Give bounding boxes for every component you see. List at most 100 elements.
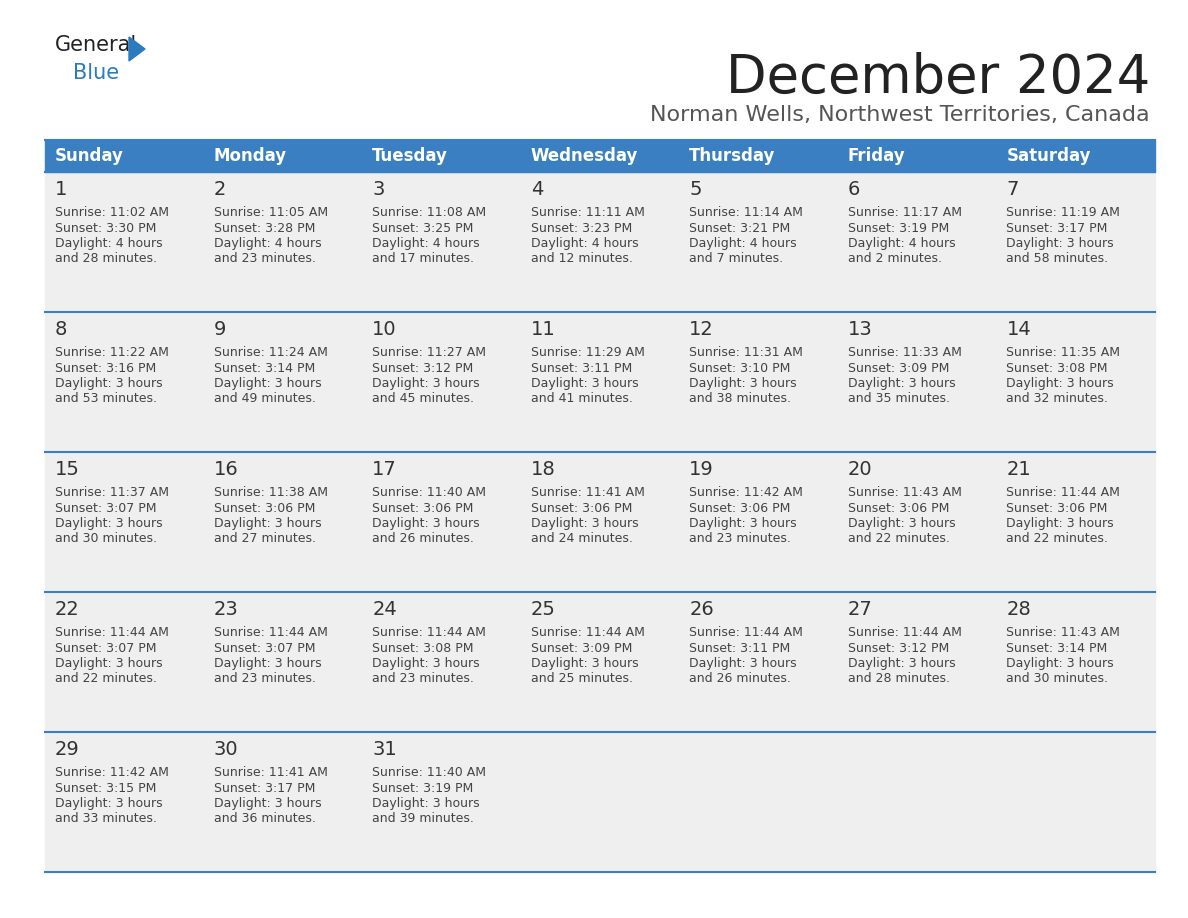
Text: Daylight: 3 hours: Daylight: 3 hours xyxy=(1006,517,1114,530)
Text: Sunset: 3:10 PM: Sunset: 3:10 PM xyxy=(689,362,791,375)
Text: and 22 minutes.: and 22 minutes. xyxy=(55,673,157,686)
Text: and 53 minutes.: and 53 minutes. xyxy=(55,393,157,406)
Text: Daylight: 3 hours: Daylight: 3 hours xyxy=(372,517,480,530)
Bar xyxy=(997,592,1155,732)
Text: 24: 24 xyxy=(372,600,397,619)
Text: Saturday: Saturday xyxy=(1006,147,1091,165)
Text: Daylight: 3 hours: Daylight: 3 hours xyxy=(848,657,955,670)
Bar xyxy=(203,312,362,452)
Text: Sunrise: 11:41 AM: Sunrise: 11:41 AM xyxy=(214,766,328,779)
Bar xyxy=(838,592,997,732)
Text: Daylight: 3 hours: Daylight: 3 hours xyxy=(689,657,797,670)
Text: Sunrise: 11:43 AM: Sunrise: 11:43 AM xyxy=(848,486,962,499)
Text: 1: 1 xyxy=(55,180,68,199)
Text: 2: 2 xyxy=(214,180,226,199)
Text: Sunrise: 11:44 AM: Sunrise: 11:44 AM xyxy=(1006,486,1120,499)
Bar xyxy=(838,452,997,592)
Text: Sunday: Sunday xyxy=(55,147,124,165)
Text: and 23 minutes.: and 23 minutes. xyxy=(214,252,316,265)
Bar xyxy=(45,140,1155,172)
Text: Sunset: 3:17 PM: Sunset: 3:17 PM xyxy=(1006,221,1107,234)
Text: Sunset: 3:12 PM: Sunset: 3:12 PM xyxy=(372,362,473,375)
Text: Sunset: 3:30 PM: Sunset: 3:30 PM xyxy=(55,221,157,234)
Text: Sunset: 3:06 PM: Sunset: 3:06 PM xyxy=(531,501,632,514)
Bar xyxy=(838,312,997,452)
Text: Monday: Monday xyxy=(214,147,286,165)
Text: 21: 21 xyxy=(1006,460,1031,479)
Text: Sunrise: 11:44 AM: Sunrise: 11:44 AM xyxy=(848,626,962,639)
Text: and 28 minutes.: and 28 minutes. xyxy=(848,673,950,686)
Bar xyxy=(45,172,203,312)
Text: Daylight: 3 hours: Daylight: 3 hours xyxy=(55,517,163,530)
Text: Sunrise: 11:42 AM: Sunrise: 11:42 AM xyxy=(689,486,803,499)
Text: 11: 11 xyxy=(531,320,556,339)
Bar xyxy=(362,732,520,872)
Text: Daylight: 3 hours: Daylight: 3 hours xyxy=(214,377,321,390)
Text: Sunset: 3:07 PM: Sunset: 3:07 PM xyxy=(55,642,157,655)
Bar xyxy=(997,312,1155,452)
Text: Sunrise: 11:29 AM: Sunrise: 11:29 AM xyxy=(531,346,645,359)
Text: and 33 minutes.: and 33 minutes. xyxy=(55,812,157,825)
Text: 22: 22 xyxy=(55,600,80,619)
Text: Sunset: 3:19 PM: Sunset: 3:19 PM xyxy=(372,781,473,794)
Text: and 2 minutes.: and 2 minutes. xyxy=(848,252,942,265)
Text: Sunrise: 11:41 AM: Sunrise: 11:41 AM xyxy=(531,486,645,499)
Text: and 27 minutes.: and 27 minutes. xyxy=(214,532,316,545)
Text: 10: 10 xyxy=(372,320,397,339)
Bar xyxy=(520,172,680,312)
Text: and 23 minutes.: and 23 minutes. xyxy=(214,673,316,686)
Text: General: General xyxy=(55,35,138,55)
Text: Daylight: 3 hours: Daylight: 3 hours xyxy=(55,657,163,670)
Text: Wednesday: Wednesday xyxy=(531,147,638,165)
Text: and 32 minutes.: and 32 minutes. xyxy=(1006,393,1108,406)
Text: Daylight: 3 hours: Daylight: 3 hours xyxy=(1006,377,1114,390)
Text: Sunset: 3:17 PM: Sunset: 3:17 PM xyxy=(214,781,315,794)
Text: 6: 6 xyxy=(848,180,860,199)
Text: and 7 minutes.: and 7 minutes. xyxy=(689,252,783,265)
Text: Blue: Blue xyxy=(72,63,119,83)
Bar xyxy=(997,452,1155,592)
Text: Sunset: 3:09 PM: Sunset: 3:09 PM xyxy=(848,362,949,375)
Text: 7: 7 xyxy=(1006,180,1019,199)
Text: Daylight: 3 hours: Daylight: 3 hours xyxy=(55,377,163,390)
Text: Sunrise: 11:37 AM: Sunrise: 11:37 AM xyxy=(55,486,169,499)
Text: Sunrise: 11:44 AM: Sunrise: 11:44 AM xyxy=(214,626,328,639)
Bar xyxy=(45,312,203,452)
Text: 12: 12 xyxy=(689,320,714,339)
Text: 4: 4 xyxy=(531,180,543,199)
Text: Thursday: Thursday xyxy=(689,147,776,165)
Text: Sunset: 3:19 PM: Sunset: 3:19 PM xyxy=(848,221,949,234)
Text: and 22 minutes.: and 22 minutes. xyxy=(1006,532,1108,545)
Text: Sunrise: 11:05 AM: Sunrise: 11:05 AM xyxy=(214,206,328,219)
Text: and 30 minutes.: and 30 minutes. xyxy=(1006,673,1108,686)
Text: Sunset: 3:08 PM: Sunset: 3:08 PM xyxy=(372,642,474,655)
Text: Daylight: 3 hours: Daylight: 3 hours xyxy=(1006,237,1114,250)
Text: Sunrise: 11:44 AM: Sunrise: 11:44 AM xyxy=(372,626,486,639)
Polygon shape xyxy=(129,37,145,61)
Text: Sunrise: 11:22 AM: Sunrise: 11:22 AM xyxy=(55,346,169,359)
Bar xyxy=(45,592,203,732)
Text: Daylight: 3 hours: Daylight: 3 hours xyxy=(214,517,321,530)
Text: Sunset: 3:21 PM: Sunset: 3:21 PM xyxy=(689,221,790,234)
Bar xyxy=(520,312,680,452)
Text: Sunset: 3:06 PM: Sunset: 3:06 PM xyxy=(689,501,791,514)
Bar xyxy=(45,452,203,592)
Text: Tuesday: Tuesday xyxy=(372,147,448,165)
Text: Sunset: 3:06 PM: Sunset: 3:06 PM xyxy=(1006,501,1107,514)
Text: Sunrise: 11:35 AM: Sunrise: 11:35 AM xyxy=(1006,346,1120,359)
Text: and 58 minutes.: and 58 minutes. xyxy=(1006,252,1108,265)
Bar xyxy=(680,732,838,872)
Text: and 28 minutes.: and 28 minutes. xyxy=(55,252,157,265)
Text: 20: 20 xyxy=(848,460,872,479)
Text: Sunset: 3:14 PM: Sunset: 3:14 PM xyxy=(214,362,315,375)
Text: Daylight: 3 hours: Daylight: 3 hours xyxy=(214,797,321,810)
Bar xyxy=(203,172,362,312)
Bar xyxy=(520,732,680,872)
Text: and 26 minutes.: and 26 minutes. xyxy=(372,532,474,545)
Text: 16: 16 xyxy=(214,460,239,479)
Text: 27: 27 xyxy=(848,600,873,619)
Bar xyxy=(362,452,520,592)
Text: Daylight: 3 hours: Daylight: 3 hours xyxy=(55,797,163,810)
Text: Sunrise: 11:40 AM: Sunrise: 11:40 AM xyxy=(372,486,486,499)
Text: Sunrise: 11:19 AM: Sunrise: 11:19 AM xyxy=(1006,206,1120,219)
